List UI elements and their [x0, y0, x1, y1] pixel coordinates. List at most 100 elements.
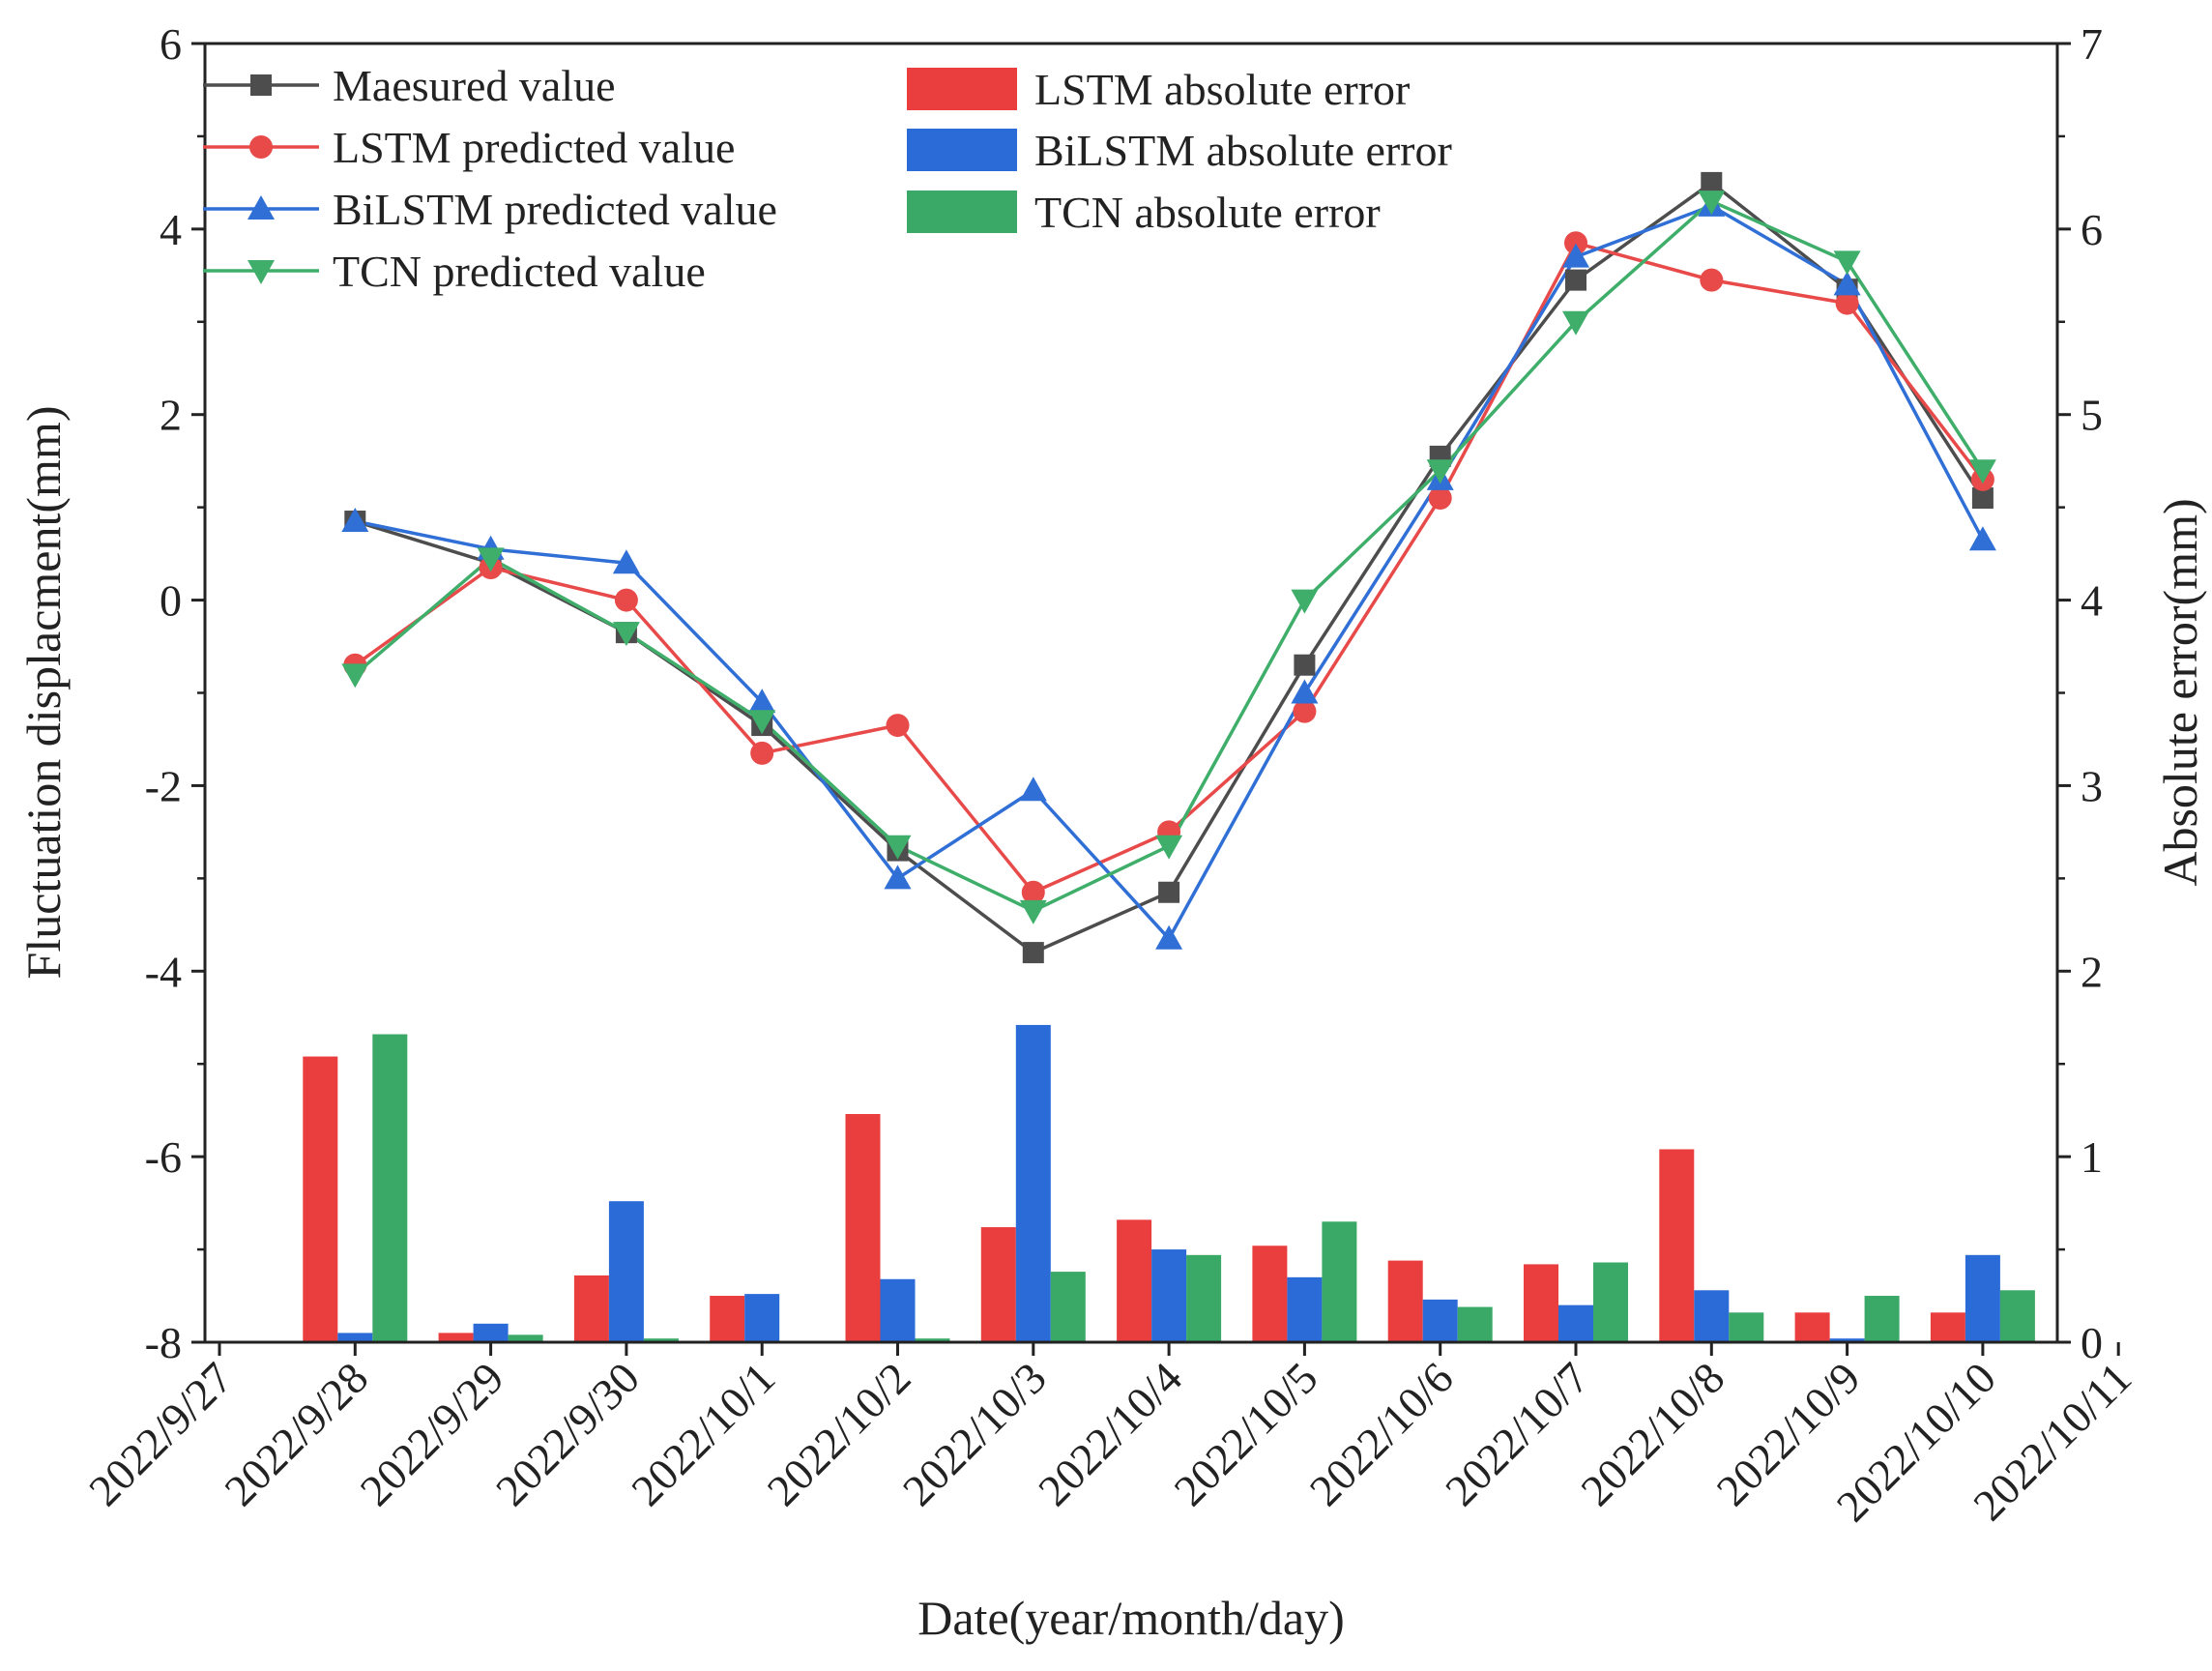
y-left-tick-label: -6 — [145, 1132, 182, 1182]
bar-3-1 — [372, 1034, 408, 1342]
point-2-10 — [1564, 231, 1587, 255]
x-tick-label: 2022/10/1 — [622, 1353, 784, 1515]
bar-3-11 — [1729, 1312, 1764, 1342]
y-left-tick-label: 2 — [160, 391, 182, 440]
x-tick-label: 2022/9/28 — [215, 1353, 377, 1515]
bar-1-13 — [1930, 1312, 1965, 1342]
y-left-tick-label: 4 — [160, 205, 182, 254]
bar-2-8 — [1287, 1276, 1323, 1342]
bar-1-12 — [1794, 1312, 1830, 1342]
point-4-5 — [884, 835, 912, 860]
point-2-11 — [1700, 268, 1724, 292]
bar-1-4 — [710, 1296, 745, 1342]
point-4-13 — [1968, 459, 1996, 484]
bar-2-3 — [608, 1201, 644, 1342]
x-tick-label: 2022/10/2 — [758, 1353, 920, 1515]
point-2-4 — [750, 741, 774, 765]
bar-1-10 — [1524, 1264, 1558, 1342]
legend-marker-4 — [247, 260, 275, 284]
legend: Maesured value LSTM predicted value BiLSTM… — [203, 61, 1452, 296]
x-tick-label: 2022/9/29 — [351, 1353, 513, 1515]
point-3-5 — [884, 865, 912, 890]
point-1-8 — [1294, 654, 1316, 676]
bar-1-3 — [573, 1275, 609, 1342]
point-3-6 — [1019, 777, 1047, 802]
bar-1-7 — [1117, 1219, 1152, 1342]
x-tick-label: 2022/10/4 — [1029, 1353, 1191, 1515]
point-1-7 — [1158, 881, 1180, 903]
bar-2-10 — [1558, 1305, 1593, 1342]
x-tick-label: 2022/10/5 — [1164, 1353, 1326, 1515]
point-4-10 — [1562, 310, 1589, 336]
bar-2-2 — [473, 1323, 509, 1342]
point-3-4 — [748, 689, 776, 714]
bar-1-6 — [980, 1227, 1016, 1342]
legend-swatch-2 — [907, 129, 1017, 171]
bar-3-3 — [643, 1338, 679, 1342]
bar-1-5 — [845, 1114, 881, 1342]
point-2-5 — [886, 714, 910, 738]
x-axis-title: Date(year/month/day) — [917, 1591, 1344, 1645]
y-left-tick-label: -2 — [145, 761, 182, 810]
point-3-12 — [1833, 271, 1861, 296]
plot-frame — [203, 42, 2059, 1344]
bar-2-12 — [1829, 1338, 1865, 1342]
point-2-6 — [1021, 880, 1045, 904]
bar-2-13 — [1965, 1254, 2000, 1342]
point-4-2 — [477, 547, 505, 572]
y-left-tick-label: 6 — [160, 19, 182, 69]
legend-swatch-1 — [907, 68, 1017, 110]
point-4-1 — [341, 663, 369, 689]
bar-3-13 — [1999, 1290, 2035, 1342]
series-line-4 — [354, 199, 1985, 913]
x-tick-label: 2022/9/30 — [486, 1353, 649, 1515]
legend-bar-label-1: LSTM absolute error — [1034, 65, 1410, 114]
legend-marker-2 — [249, 135, 273, 159]
y-right-tick-label: 4 — [2081, 576, 2103, 626]
legend-marker-3 — [247, 195, 275, 220]
point-2-9 — [1428, 486, 1452, 511]
point-2-8 — [1293, 699, 1317, 723]
bar-2-11 — [1694, 1290, 1730, 1342]
bar-3-9 — [1457, 1306, 1493, 1342]
point-4-9 — [1426, 459, 1454, 484]
point-3-1 — [341, 508, 369, 533]
point-4-7 — [1155, 835, 1183, 860]
legend-swatch-3 — [907, 191, 1017, 233]
y-right-tick-label: 1 — [2081, 1132, 2103, 1182]
y-right-tick-label: 5 — [2081, 391, 2103, 440]
y-right-tick-label: 3 — [2081, 761, 2103, 810]
y-axis-left-title: Fluctuation displacment(mm) — [16, 406, 71, 980]
point-4-8 — [1291, 589, 1319, 614]
point-4-12 — [1833, 250, 1861, 276]
y-right-tick-label: 0 — [2081, 1318, 2103, 1367]
point-1-11 — [1701, 171, 1723, 193]
bar-1-11 — [1659, 1149, 1695, 1342]
y-right-tick-label: 7 — [2081, 19, 2103, 69]
legend-marker-1 — [250, 74, 272, 96]
y-right-tick-label: 6 — [2081, 205, 2103, 254]
point-3-8 — [1291, 679, 1319, 704]
y-left-tick-label: 0 — [160, 576, 182, 626]
x-tick-label: 2022/10/8 — [1571, 1353, 1733, 1515]
point-3-13 — [1968, 526, 1996, 551]
point-1-13 — [1971, 487, 1994, 510]
bar-1-1 — [303, 1056, 338, 1342]
legend-label-3: BiLSTM predicted value — [333, 185, 777, 234]
bar-1-2 — [438, 1333, 474, 1342]
bar-3-12 — [1864, 1296, 1900, 1342]
legend-label-4: TCN predicted value — [333, 247, 706, 296]
bar-3-6 — [1050, 1272, 1086, 1342]
bar-2-1 — [337, 1333, 373, 1342]
y-left-tick-label: -8 — [145, 1318, 182, 1367]
point-3-10 — [1562, 243, 1589, 268]
point-4-6 — [1019, 899, 1047, 924]
point-2-12 — [1835, 291, 1859, 315]
point-3-3 — [612, 549, 640, 574]
point-3-7 — [1155, 924, 1183, 950]
point-4-11 — [1698, 191, 1726, 216]
bar-3-5 — [915, 1338, 950, 1342]
x-tick-label: 2022/10/6 — [1300, 1353, 1463, 1515]
y-axis-right-title: Absolute error(mm) — [2153, 498, 2207, 886]
